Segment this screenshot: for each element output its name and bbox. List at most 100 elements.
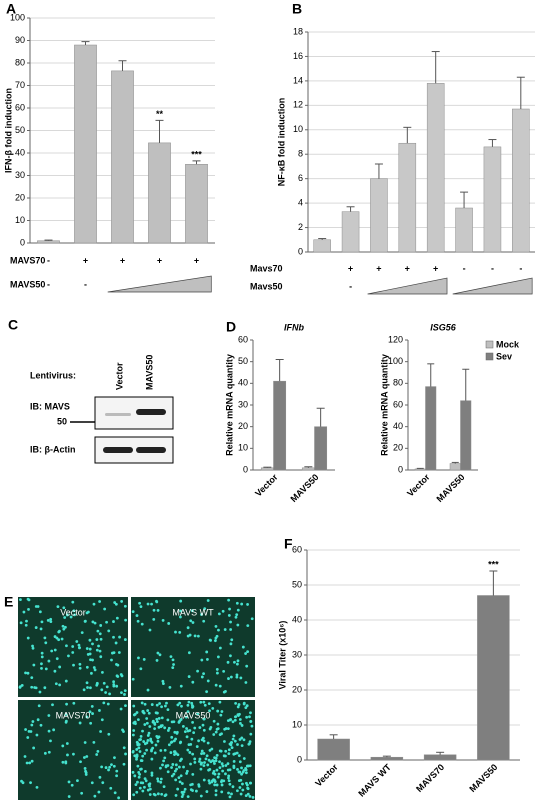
cell (250, 724, 254, 728)
cell (133, 774, 137, 778)
cell (145, 717, 149, 720)
cell (215, 754, 219, 757)
error-bar (346, 206, 355, 212)
cell (183, 730, 187, 734)
cell (230, 638, 234, 642)
cell (202, 717, 206, 721)
cell (217, 612, 221, 616)
y-tick-label: 120 (388, 334, 403, 344)
cell (89, 658, 92, 662)
y-tick-label: 20 (393, 443, 403, 453)
bar (341, 211, 360, 253)
cell (76, 779, 79, 783)
cell (135, 790, 139, 794)
cell (134, 783, 138, 786)
cell (140, 701, 144, 705)
treatment-label: Mavs50 (250, 281, 283, 291)
cell (131, 733, 135, 737)
cell (214, 730, 218, 734)
cell (218, 700, 222, 704)
cell (180, 790, 184, 794)
cell (161, 679, 165, 683)
significance: *** (488, 559, 499, 569)
cell (222, 779, 226, 783)
cell (188, 633, 192, 637)
cell (122, 762, 126, 766)
y-tick-label: 20 (292, 684, 302, 694)
cell (136, 764, 140, 768)
cell (61, 760, 65, 764)
cell (220, 732, 223, 736)
cell (106, 702, 110, 706)
treatment-mark: - (491, 263, 494, 273)
cell (55, 636, 59, 640)
cell (110, 763, 113, 767)
cell (197, 783, 201, 787)
cell (236, 743, 239, 746)
cell (199, 767, 203, 771)
cell (148, 787, 152, 791)
cell (242, 702, 246, 706)
cell (148, 725, 152, 728)
cell (137, 656, 140, 660)
cell (236, 767, 239, 771)
y-tick-label: 40 (15, 147, 25, 157)
cell (117, 796, 121, 800)
cell (145, 721, 149, 725)
cell (157, 735, 161, 739)
cell (53, 648, 57, 652)
y-tick-label: 80 (15, 57, 25, 67)
cell (239, 721, 242, 725)
bar (423, 754, 457, 761)
cell (246, 650, 250, 653)
cell (23, 755, 27, 758)
bar (317, 738, 350, 761)
cell (206, 599, 210, 602)
cell (233, 718, 237, 722)
cell (187, 743, 191, 747)
cell (85, 681, 89, 685)
cell (166, 764, 170, 767)
cell (241, 788, 245, 792)
cell (65, 702, 68, 706)
cell (213, 772, 217, 776)
cell (36, 718, 40, 722)
cell (220, 762, 224, 766)
cell (196, 669, 199, 673)
panel-letter: B (292, 1, 302, 17)
lane-label: MAVS50 (144, 355, 154, 390)
micrograph (18, 700, 128, 800)
y-tick-label: 6 (298, 173, 303, 183)
cell (229, 675, 233, 679)
y-axis-label: NF-κB fold induction (276, 98, 286, 187)
cell (62, 606, 66, 610)
cell (105, 620, 108, 624)
cell (78, 646, 81, 650)
cell (43, 686, 47, 690)
cell (148, 628, 152, 632)
cell (39, 627, 43, 631)
cell (32, 746, 36, 750)
cell (170, 720, 174, 724)
cell (244, 681, 248, 684)
cell (222, 690, 226, 694)
cell (214, 793, 218, 797)
cell (123, 689, 127, 693)
cell (228, 782, 232, 786)
cell (162, 785, 166, 789)
cell (217, 628, 220, 632)
cell (136, 619, 140, 623)
cell (166, 718, 170, 722)
cell (93, 668, 97, 672)
cell (179, 684, 183, 688)
cell (172, 772, 176, 776)
cell (220, 790, 224, 794)
cell (216, 709, 220, 713)
y-tick-label: 80 (393, 378, 403, 388)
cell (181, 724, 185, 728)
cell (157, 717, 161, 720)
cell (89, 721, 93, 725)
cell (156, 792, 160, 796)
cell (113, 756, 116, 760)
cell (248, 781, 252, 785)
